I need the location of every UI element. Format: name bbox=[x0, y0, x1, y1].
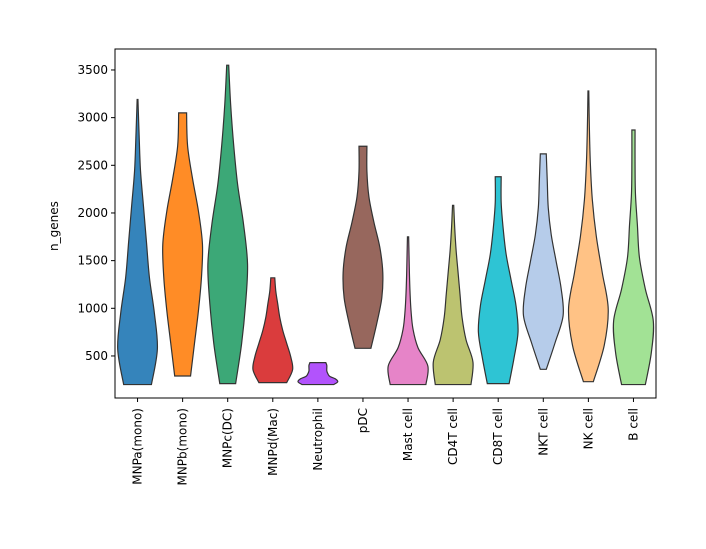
violin bbox=[567, 90, 609, 383]
x-tick-label: MNPb(mono) bbox=[176, 408, 190, 486]
violin bbox=[387, 236, 429, 386]
x-tick-label: NKT cell bbox=[536, 408, 550, 456]
violin bbox=[162, 112, 204, 377]
x-tick-label: MNPa(mono) bbox=[131, 408, 145, 485]
x-tick-label: MNPd(Mac) bbox=[266, 408, 280, 476]
x-tick-label: pDC bbox=[356, 408, 370, 433]
y-tick-label: 3000 bbox=[77, 111, 108, 125]
y-tick-label: 3500 bbox=[77, 63, 108, 77]
x-tick-label: NK cell bbox=[581, 408, 595, 449]
y-tick-label: 2000 bbox=[77, 206, 108, 220]
x-tick-label: B cell bbox=[626, 408, 640, 441]
x-tick-label: MNPc(DC) bbox=[221, 408, 235, 468]
violin bbox=[612, 129, 655, 386]
y-axis-label: n_genes bbox=[47, 201, 61, 251]
y-tick-label: 500 bbox=[85, 349, 108, 363]
x-tick-label: Neutrophil bbox=[311, 408, 325, 471]
violin bbox=[252, 277, 294, 384]
violin bbox=[477, 176, 519, 385]
violin bbox=[117, 98, 159, 386]
violin bbox=[522, 153, 564, 370]
violin bbox=[207, 64, 249, 385]
plot-frame bbox=[114, 48, 657, 399]
y-tick-label: 2500 bbox=[77, 158, 108, 172]
y-tick-label: 1000 bbox=[77, 301, 108, 315]
violin bbox=[297, 362, 339, 386]
x-tick-label: Mast cell bbox=[401, 408, 415, 461]
violin bbox=[342, 145, 384, 349]
violin bbox=[432, 204, 474, 386]
x-tick-label: CD8T cell bbox=[491, 408, 505, 465]
y-tick-label: 1500 bbox=[77, 254, 108, 268]
x-tick-label: CD4T cell bbox=[446, 408, 460, 465]
